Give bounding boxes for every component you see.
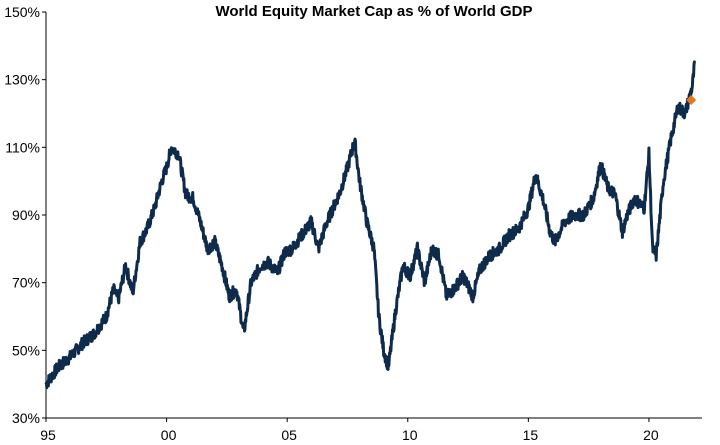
series-layer — [44, 60, 697, 390]
y-tick-label: 90% — [12, 207, 40, 223]
x-tick-label: 15 — [523, 427, 539, 443]
y-tick-label: 110% — [5, 139, 40, 155]
x-tick-label: 05 — [281, 427, 297, 443]
series-line — [44, 60, 697, 390]
axes — [42, 11, 702, 422]
x-axis-labels: 95 00 05 10 15 20 — [40, 427, 659, 443]
data-point-diamond — [686, 94, 697, 105]
y-tick-label: 50% — [12, 342, 40, 358]
y-axis-labels: 30% 50% 70% 90% 110% 130% 150% — [4, 4, 40, 426]
y-tick-label: 70% — [12, 275, 40, 291]
x-tick-label: 20 — [643, 427, 659, 443]
points-layer — [686, 94, 697, 105]
x-tick-label: 00 — [161, 427, 177, 443]
y-tick-label: 130% — [4, 72, 40, 88]
x-tick-label: 95 — [40, 427, 56, 443]
y-tick-label: 30% — [12, 410, 40, 426]
chart-title: World Equity Market Cap as % of World GD… — [215, 3, 533, 20]
y-tick-label: 150% — [4, 4, 40, 20]
x-tick-label: 10 — [402, 427, 418, 443]
